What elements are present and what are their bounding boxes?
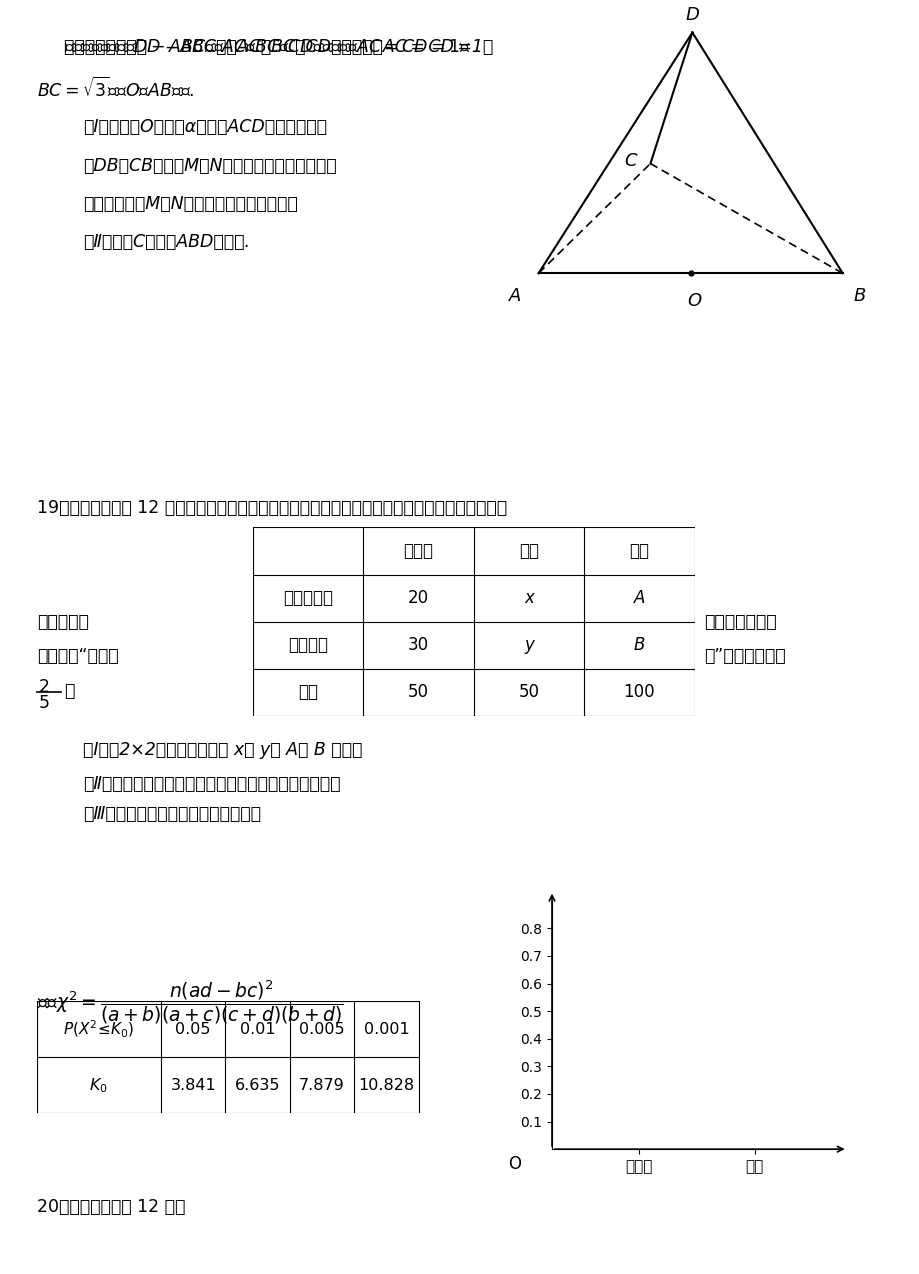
- Text: 棱DB，CB相交于M，N，在图中画出该截面多边: 棱DB，CB相交于M，N，在图中画出该截面多边: [83, 157, 336, 175]
- Text: A: A: [633, 589, 644, 608]
- Text: D: D: [685, 6, 698, 24]
- Text: B: B: [633, 636, 644, 655]
- Text: 合计: 合计: [629, 541, 649, 561]
- Text: x: x: [524, 589, 533, 608]
- Text: 0.001: 0.001: [363, 1022, 409, 1037]
- Text: O: O: [507, 1156, 520, 1173]
- Text: 0.01: 0.01: [240, 1022, 275, 1037]
- Text: 合计: 合计: [298, 683, 318, 702]
- Text: 20: 20: [408, 589, 428, 608]
- Text: O: O: [686, 292, 700, 310]
- Text: （Ⅰ）求2×2列联表中的数据 x， y， A， B 的值；: （Ⅰ）求2×2列联表中的数据 x， y， A， B 的值；: [83, 741, 362, 759]
- Text: 注射疫苗: 注射疫苗: [288, 636, 328, 655]
- Text: 30: 30: [408, 636, 428, 655]
- Text: 100: 100: [623, 683, 654, 702]
- Text: （Ⅱ）求点C到平面ABD的距离.: （Ⅱ）求点C到平面ABD的距离.: [83, 233, 250, 251]
- Text: 20．（本小题满分 12 分）: 20．（本小题满分 12 分）: [37, 1198, 185, 1215]
- Text: B: B: [852, 287, 865, 304]
- Text: $P(X^2\!\leq\!K_0)$: $P(X^2\!\leq\!K_0)$: [63, 1019, 134, 1040]
- Text: 2: 2: [39, 678, 50, 696]
- Text: 形，并说明点M，N的位置（不要求证明）；: 形，并说明点M，N的位置（不要求证明）；: [83, 195, 297, 213]
- Text: 50: 50: [518, 683, 539, 702]
- Text: 7.879: 7.879: [299, 1078, 345, 1093]
- Text: 苗”动物的概率为: 苗”动物的概率为: [703, 647, 785, 665]
- Text: 附：$\chi^2 = \dfrac{n(ad-bc)^2}{(a+b)(a+c)(c+d)(b+d)}$: 附：$\chi^2 = \dfrac{n(ad-bc)^2}{(a+b)(a+c…: [37, 978, 344, 1026]
- Text: $BC=\sqrt{3}$，点$O$为$AB$中点.: $BC=\sqrt{3}$，点$O$为$AB$中点.: [37, 76, 194, 99]
- Text: y: y: [524, 636, 533, 655]
- Text: 3.841: 3.841: [170, 1078, 216, 1093]
- Text: （Ⅱ）绘制发病率的条形统计图，并判断痫苗是否有效？: （Ⅱ）绘制发病率的条形统计图，并判断痫苗是否有效？: [83, 775, 340, 792]
- Text: 0.005: 0.005: [299, 1022, 345, 1037]
- Text: 5: 5: [39, 694, 50, 712]
- Text: 6.635: 6.635: [234, 1078, 280, 1093]
- Text: 未发病: 未发病: [403, 541, 433, 561]
- Text: 现从所有试: 现从所有试: [37, 613, 88, 631]
- Text: 验动物中任取一: 验动物中任取一: [703, 613, 776, 631]
- Text: 0.05: 0.05: [176, 1022, 210, 1037]
- Text: 如图所示，三棱锥D – ABC中，AC，BC，CD两两垂直，AC = CD =1，: 如图所示，三棱锥D – ABC中，AC，BC，CD两两垂直，AC = CD =1…: [64, 38, 494, 56]
- Text: （Ⅰ）若过点O的平面α与平面ACD平行，分别与: （Ⅰ）若过点O的平面α与平面ACD平行，分别与: [83, 118, 326, 136]
- Text: 只，取到“注射疫: 只，取到“注射疫: [37, 647, 119, 665]
- Text: ．: ．: [64, 682, 74, 699]
- Text: 50: 50: [408, 683, 428, 702]
- Text: $\text{如图所示，三棱锥}D-ABC\text{中，}AC\text{，}BC\text{，}CD\text{两两垂直，}AC=CD=1\text{，}$: $\text{如图所示，三棱锥}D-ABC\text{中，}AC\text{，}…: [64, 38, 471, 56]
- Text: A: A: [508, 287, 520, 304]
- Text: 10.828: 10.828: [357, 1078, 414, 1093]
- Text: 19．（本小题满分 12 分）为考查某种疫苗预防疾病的效果，进行动物实验，得到统计数据如下：: 19．（本小题满分 12 分）为考查某种疫苗预防疾病的效果，进行动物实验，得到统…: [37, 499, 506, 517]
- Text: $K_0$: $K_0$: [89, 1077, 108, 1094]
- Text: 发病: 发病: [518, 541, 539, 561]
- Text: （Ⅲ）能够有多大把握认为痫苗有效？: （Ⅲ）能够有多大把握认为痫苗有效？: [83, 805, 260, 823]
- Text: 未注射疫苗: 未注射疫苗: [283, 589, 333, 608]
- Text: C: C: [623, 152, 636, 169]
